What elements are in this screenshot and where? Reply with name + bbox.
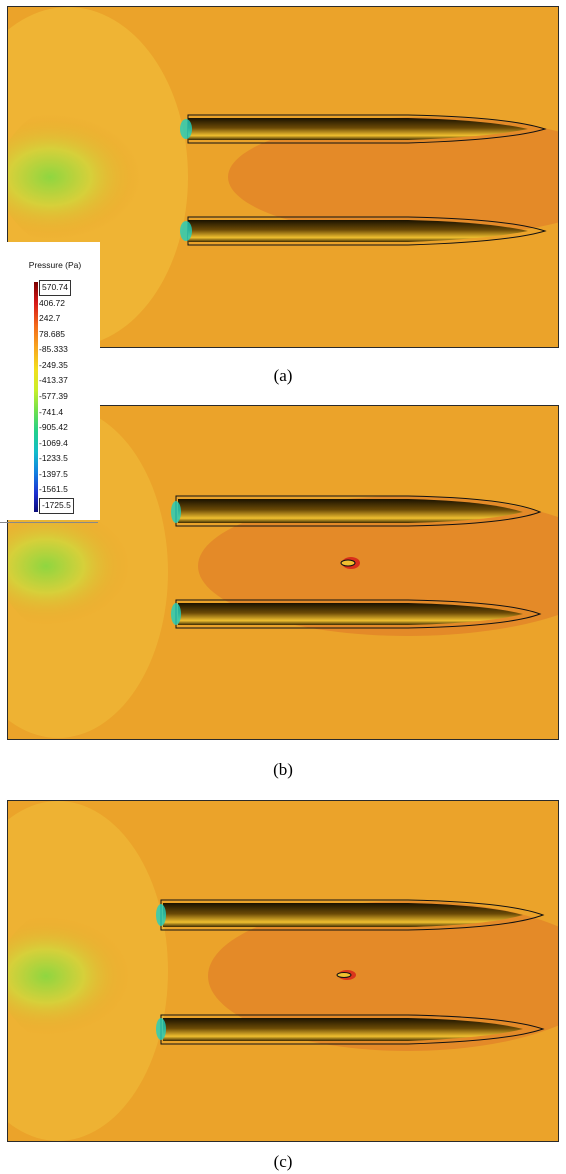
legend-tick-label: -413.37 bbox=[39, 375, 68, 386]
contour-panel-c bbox=[7, 800, 559, 1142]
obstacle-object bbox=[340, 557, 360, 569]
pressure-field-c bbox=[8, 801, 558, 1141]
legend-tick-label: -577.39 bbox=[39, 391, 68, 401]
legend-divider bbox=[0, 522, 98, 523]
legend-tick-label: -741.4 bbox=[39, 406, 64, 417]
caption-c: (c) bbox=[273, 1152, 293, 1171]
downstream-region bbox=[228, 117, 558, 237]
legend-tick-label: -1233.5 bbox=[39, 453, 68, 464]
legend-tick-label: -1069.4 bbox=[39, 437, 68, 448]
legend-title: Pressure (Pa) bbox=[28, 260, 82, 270]
caption-a: (a) bbox=[273, 366, 293, 385]
obstacle-object bbox=[336, 970, 356, 980]
downstream-region bbox=[198, 496, 558, 636]
hull-lower bbox=[180, 216, 547, 246]
hull-lower bbox=[171, 599, 542, 629]
legend-tick-label: -85.333 bbox=[39, 344, 68, 355]
hull-upper bbox=[156, 899, 545, 931]
legend-tick-label: 570.74 bbox=[39, 280, 71, 296]
hull-upper bbox=[180, 114, 547, 144]
legend-tick-label: -1397.5 bbox=[39, 468, 68, 479]
pressure-legend: Pressure (Pa) 570.74 406.72 242.7 78.685 -85… bbox=[6, 242, 100, 520]
hull-upper bbox=[171, 495, 542, 527]
legend-tick-label: 242.7 bbox=[39, 313, 61, 324]
caption-b: (b) bbox=[273, 760, 293, 779]
legend-tick-label: -905.42 bbox=[39, 422, 68, 433]
legend-tick-label: -1725.5 bbox=[39, 498, 74, 514]
legend-tick-list: 570.74 406.72 242.7 78.685 -85.333 -249.35 -41… bbox=[39, 280, 99, 514]
legend-tick-label: -249.35 bbox=[39, 359, 68, 370]
legend-tick-label: 78.685 bbox=[39, 328, 65, 339]
legend-tick-label: -1561.5 bbox=[39, 484, 68, 495]
hull-lower bbox=[156, 1014, 545, 1045]
color-scale-bar bbox=[34, 282, 38, 512]
downstream-region bbox=[208, 901, 558, 1051]
legend-tick-label: 406.72 bbox=[39, 297, 65, 308]
